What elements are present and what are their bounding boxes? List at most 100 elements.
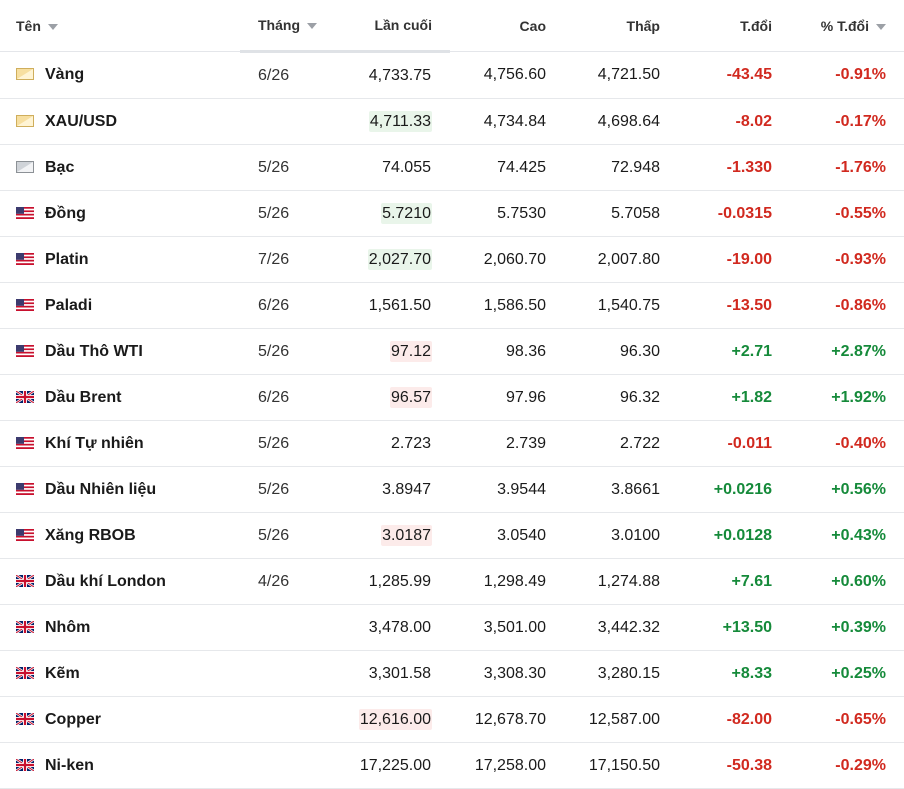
instrument-cell: Ni-ken (0, 742, 240, 789)
low-cell: 3.0100 (564, 512, 678, 559)
change-cell: +2.71 (678, 328, 790, 375)
column-header-low[interactable]: Thấp (564, 0, 678, 52)
low-cell: 3,442.32 (564, 604, 678, 651)
table-row: Vàng 6/26 4,733.75 4,756.60 4,721.50 -43… (0, 51, 904, 99)
instrument-name-link[interactable]: XAU/USD (45, 112, 118, 130)
instrument-name-link[interactable]: Vàng (45, 66, 85, 83)
instrument-name-link[interactable]: Ni-ken (45, 756, 94, 774)
high-cell: 3,308.30 (450, 650, 564, 697)
table-row: Dầu Thô WTI 5/26 97.12 98.36 96.30 +2.71… (0, 328, 904, 375)
month-cell (240, 604, 328, 651)
column-header-name[interactable]: Tên (0, 0, 240, 52)
low-cell: 12,587.00 (564, 696, 678, 743)
change-cell: +8.33 (678, 650, 790, 697)
instrument-name-link[interactable]: Dầu khí London (45, 572, 166, 590)
column-header-name-label: Tên (16, 17, 41, 34)
month-cell (240, 742, 328, 789)
instrument-cell: Dầu Brent (0, 374, 240, 421)
column-header-last[interactable]: Lần cuối (328, 0, 450, 53)
instrument-name-link[interactable]: Nhôm (45, 618, 91, 636)
last-price-cell: 5.7210 (328, 190, 450, 237)
change-pct-cell: +0.25% (790, 650, 904, 697)
month-cell: 4/26 (240, 558, 328, 605)
last-price-cell: 96.57 (328, 374, 450, 421)
us-flag-icon (16, 528, 34, 541)
change-pct-cell: -0.91% (790, 51, 904, 99)
last-price-value: 96.57 (389, 386, 432, 408)
high-cell: 12,678.70 (450, 696, 564, 743)
instrument-name-link[interactable]: Xăng RBOB (45, 526, 136, 544)
instrument-cell: Dầu Thô WTI (0, 328, 240, 375)
instrument-cell: Xăng RBOB (0, 512, 240, 559)
table-row: Dầu khí London 4/26 1,285.99 1,298.49 1,… (0, 558, 904, 605)
instrument-name-link[interactable]: Khí Tự nhiên (45, 434, 144, 452)
instrument-cell: Kẽm (0, 650, 240, 697)
uk-flag-icon (16, 712, 34, 725)
us-flag-icon (16, 298, 34, 311)
column-header-high[interactable]: Cao (450, 0, 564, 52)
change-cell: -8.02 (678, 98, 790, 145)
high-cell: 1,586.50 (450, 282, 564, 329)
table-row: Dầu Nhiên liệu 5/26 3.8947 3.9544 3.8661… (0, 466, 904, 513)
sort-down-icon[interactable] (47, 23, 58, 30)
table-row: Bạc 5/26 74.055 74.425 72.948 -1.330 -1.… (0, 144, 904, 191)
low-cell: 2,007.80 (564, 236, 678, 283)
column-header-change-pct[interactable]: % T.đổi (790, 0, 904, 52)
last-price-value: 74.055 (382, 158, 431, 176)
last-price-cell: 3.0187 (328, 512, 450, 559)
table-row: Copper 12,616.00 12,678.70 12,587.00 -82… (0, 696, 904, 743)
last-price-value: 3,301.58 (368, 664, 431, 682)
low-cell: 1,274.88 (564, 558, 678, 605)
last-price-value: 4,733.75 (368, 66, 431, 84)
instrument-cell: Nhôm (0, 604, 240, 651)
instrument-name-link[interactable]: Copper (45, 710, 101, 728)
last-price-value: 3.8947 (382, 480, 431, 498)
instrument-name-link[interactable]: Platin (45, 250, 89, 268)
instrument-name-link[interactable]: Kẽm (45, 664, 80, 682)
change-pct-cell: -0.17% (790, 98, 904, 145)
instrument-cell: XAU/USD (0, 98, 240, 145)
column-header-month[interactable]: Tháng (240, 0, 328, 53)
change-cell: +1.82 (678, 374, 790, 421)
high-cell: 3,501.00 (450, 604, 564, 651)
instrument-name-link[interactable]: Bạc (45, 158, 75, 176)
column-header-last-label: Lần cuối (374, 17, 432, 33)
change-cell: -82.00 (678, 696, 790, 743)
last-price-value: 5.7210 (381, 202, 432, 224)
high-cell: 2,060.70 (450, 236, 564, 283)
last-price-value: 1,561.50 (368, 296, 431, 314)
high-cell: 5.7530 (450, 190, 564, 237)
change-pct-cell: +1.92% (790, 374, 904, 421)
instrument-cell: Paladi (0, 282, 240, 329)
change-cell: -13.50 (678, 282, 790, 329)
table-row: Dầu Brent 6/26 96.57 97.96 96.32 +1.82 +… (0, 374, 904, 421)
last-price-cell: 4,733.75 (328, 51, 450, 99)
last-price-cell: 12,616.00 (328, 696, 450, 743)
change-cell: -0.011 (678, 420, 790, 467)
us-flag-icon (16, 206, 34, 219)
instrument-name-link[interactable]: Dầu Brent (45, 388, 122, 406)
table-row: Paladi 6/26 1,561.50 1,586.50 1,540.75 -… (0, 282, 904, 329)
last-price-value: 2,027.70 (367, 248, 432, 270)
high-cell: 4,756.60 (450, 51, 564, 99)
instrument-name-link[interactable]: Dầu Thô WTI (45, 342, 143, 360)
last-price-value: 4,711.33 (368, 110, 432, 132)
high-cell: 3.0540 (450, 512, 564, 559)
sort-down-icon[interactable] (876, 23, 886, 30)
instrument-name-link[interactable]: Paladi (45, 296, 93, 314)
last-price-cell: 3,301.58 (328, 650, 450, 697)
high-cell: 3.9544 (450, 466, 564, 513)
change-pct-cell: -0.86% (790, 282, 904, 329)
instrument-cell: Đồng (0, 190, 240, 237)
month-cell: 5/26 (240, 144, 328, 191)
instrument-cell: Khí Tự nhiên (0, 420, 240, 467)
sort-down-icon[interactable] (307, 23, 317, 30)
table-row: Khí Tự nhiên 5/26 2.723 2.739 2.722 -0.0… (0, 420, 904, 467)
instrument-cell: Dầu Nhiên liệu (0, 466, 240, 513)
month-cell: 6/26 (240, 282, 328, 329)
column-header-change[interactable]: T.đổi (678, 0, 790, 52)
last-price-cell: 97.12 (328, 328, 450, 375)
instrument-name-link[interactable]: Dầu Nhiên liệu (45, 480, 157, 498)
instrument-name-link[interactable]: Đồng (45, 204, 86, 222)
last-price-cell: 3,478.00 (328, 604, 450, 651)
